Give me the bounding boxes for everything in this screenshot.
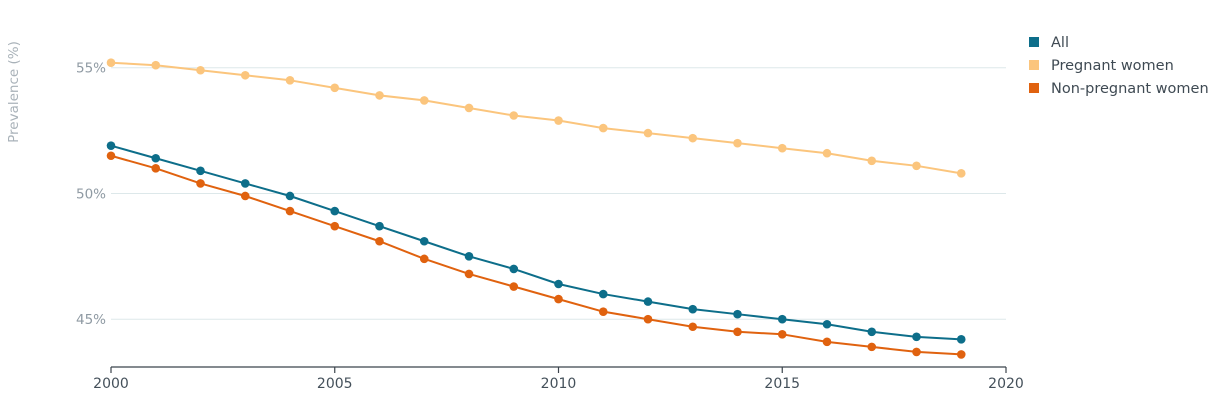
data-point-all <box>777 314 787 324</box>
data-point-non-pregnant-women <box>643 314 653 324</box>
data-point-all <box>151 153 161 163</box>
legend-swatch <box>1029 37 1039 47</box>
legend-swatch <box>1029 60 1039 70</box>
data-point-non-pregnant-women <box>151 164 161 173</box>
data-point-non-pregnant-women <box>733 327 742 337</box>
data-point-pregnant-women <box>688 133 698 143</box>
data-point-non-pregnant-women <box>375 236 384 246</box>
y-tick-label: 50% <box>76 186 106 202</box>
data-point-all <box>643 297 653 306</box>
data-point-non-pregnant-women <box>777 330 787 339</box>
y-axis-title: Prevalence (%) <box>6 41 22 143</box>
data-point-pregnant-women <box>106 58 116 67</box>
data-point-non-pregnant-women <box>822 337 832 347</box>
y-tick-label: 55% <box>76 61 106 77</box>
x-axis: 2000 2005 2010 2015 2020 <box>93 366 1024 392</box>
data-point-all <box>240 179 250 188</box>
x-tick-label: 2000 <box>93 376 129 392</box>
legend-item-pregnant-women: Pregnant women <box>1029 58 1174 74</box>
y-tick-label: 45% <box>76 312 106 328</box>
x-tick-label: 2015 <box>764 376 800 392</box>
legend-label: All <box>1051 35 1069 51</box>
data-point-pregnant-women <box>867 156 877 166</box>
data-point-non-pregnant-women <box>598 307 608 316</box>
data-point-all <box>688 304 698 314</box>
data-point-non-pregnant-women <box>196 179 205 188</box>
data-point-pregnant-women <box>240 70 250 80</box>
data-point-pregnant-women <box>643 128 653 138</box>
legend-label: Pregnant women <box>1051 58 1174 74</box>
y-axis-ticks: 45% 50% 55% <box>76 61 106 328</box>
data-point-all <box>867 327 877 337</box>
data-point-pregnant-women <box>777 143 787 153</box>
x-tick-label: 2010 <box>541 376 577 392</box>
data-point-all <box>464 252 474 261</box>
data-point-pregnant-women <box>285 75 295 85</box>
data-point-all <box>375 221 384 231</box>
data-point-pregnant-women <box>330 83 340 93</box>
data-point-all <box>106 141 116 150</box>
data-point-all <box>956 335 966 344</box>
data-point-all <box>509 264 519 274</box>
data-point-pregnant-women <box>419 96 429 105</box>
data-point-all <box>196 166 205 176</box>
data-point-pregnant-women <box>822 148 832 158</box>
series-line-all <box>110 144 962 341</box>
data-point-pregnant-women <box>464 103 474 113</box>
legend-item-all: All <box>1029 35 1069 51</box>
data-point-all <box>598 289 608 299</box>
grid-lines <box>111 67 1006 320</box>
series-lines <box>106 58 966 359</box>
data-point-non-pregnant-women <box>106 151 116 161</box>
data-point-non-pregnant-women <box>867 342 877 352</box>
data-point-non-pregnant-women <box>912 347 921 357</box>
data-point-pregnant-women <box>733 138 742 148</box>
data-point-all <box>330 206 340 216</box>
data-point-pregnant-women <box>196 65 205 75</box>
data-point-pregnant-women <box>912 161 921 171</box>
data-point-pregnant-women <box>375 91 384 100</box>
data-point-non-pregnant-women <box>330 221 340 231</box>
legend-item-non-pregnant-women: Non-pregnant women <box>1029 81 1209 97</box>
series-pregnant-women <box>106 58 966 178</box>
data-point-all <box>554 279 563 289</box>
data-point-pregnant-women <box>509 111 519 120</box>
data-point-non-pregnant-women <box>464 269 474 279</box>
data-point-non-pregnant-women <box>419 254 429 264</box>
data-point-non-pregnant-women <box>285 206 295 216</box>
data-point-all <box>419 236 429 246</box>
legend: All Pregnant women Non-pregnant women <box>1029 35 1209 97</box>
x-tick-label: 2005 <box>317 376 353 392</box>
series-non-pregnant-women <box>106 151 966 359</box>
data-point-all <box>822 319 832 329</box>
data-point-pregnant-women <box>554 116 563 125</box>
data-point-non-pregnant-women <box>688 322 698 332</box>
data-point-all <box>733 309 742 319</box>
data-point-non-pregnant-women <box>554 294 563 304</box>
data-point-pregnant-women <box>151 60 161 70</box>
series-all <box>106 141 966 344</box>
series-line-pregnant-women <box>110 61 962 175</box>
data-point-pregnant-women <box>598 123 608 133</box>
data-point-all <box>912 332 921 342</box>
data-point-non-pregnant-women <box>240 191 250 201</box>
legend-label: Non-pregnant women <box>1051 81 1209 97</box>
legend-swatch <box>1029 83 1039 93</box>
x-tick-label: 2020 <box>988 376 1024 392</box>
series-line-non-pregnant-women <box>110 154 962 356</box>
data-point-non-pregnant-women <box>509 282 519 291</box>
data-point-non-pregnant-women <box>956 350 966 359</box>
data-point-all <box>285 191 295 201</box>
data-point-pregnant-women <box>956 169 966 178</box>
